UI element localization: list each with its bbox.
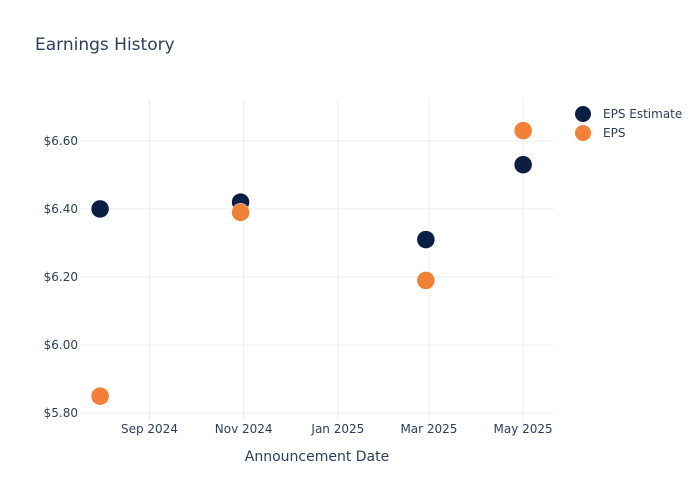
y-tick-label: $6.60	[44, 134, 78, 148]
x-tick-label: Nov 2024	[215, 422, 273, 436]
x-tick-label: Mar 2025	[400, 422, 457, 436]
data-point[interactable]	[416, 230, 436, 249]
grid-lines	[80, 100, 554, 420]
legend-label[interactable]: EPS	[603, 126, 625, 140]
y-tick-label: $5.80	[44, 406, 78, 420]
y-tick-label: $6.40	[44, 202, 78, 216]
legend[interactable]: EPS Estimate EPS	[575, 106, 682, 141]
data-points	[90, 121, 533, 406]
legend-label[interactable]: EPS Estimate	[603, 107, 682, 121]
x-tick-label: Jan 2025	[310, 422, 364, 436]
legend-marker[interactable]	[575, 106, 591, 122]
data-point[interactable]	[90, 386, 110, 406]
x-axis-ticks: Sep 2024 Nov 2024 Jan 2025 Mar 2025 May 2025	[121, 422, 553, 436]
x-axis-title: Announcement Date	[245, 449, 389, 465]
y-axis-ticks: $5.80 $6.00 $6.20 $6.40 $6.60	[44, 134, 78, 420]
data-point[interactable]	[513, 121, 533, 140]
data-point[interactable]	[90, 199, 110, 219]
legend-marker[interactable]	[575, 125, 591, 141]
y-tick-label: $6.00	[44, 338, 78, 352]
data-point[interactable]	[513, 155, 533, 174]
data-point[interactable]	[416, 271, 436, 290]
x-tick-label: May 2025	[494, 422, 553, 436]
x-tick-label: Sep 2024	[121, 422, 178, 436]
y-tick-label: $6.20	[44, 270, 78, 284]
chart-title: Earnings History	[35, 35, 175, 55]
data-point[interactable]	[231, 203, 250, 222]
